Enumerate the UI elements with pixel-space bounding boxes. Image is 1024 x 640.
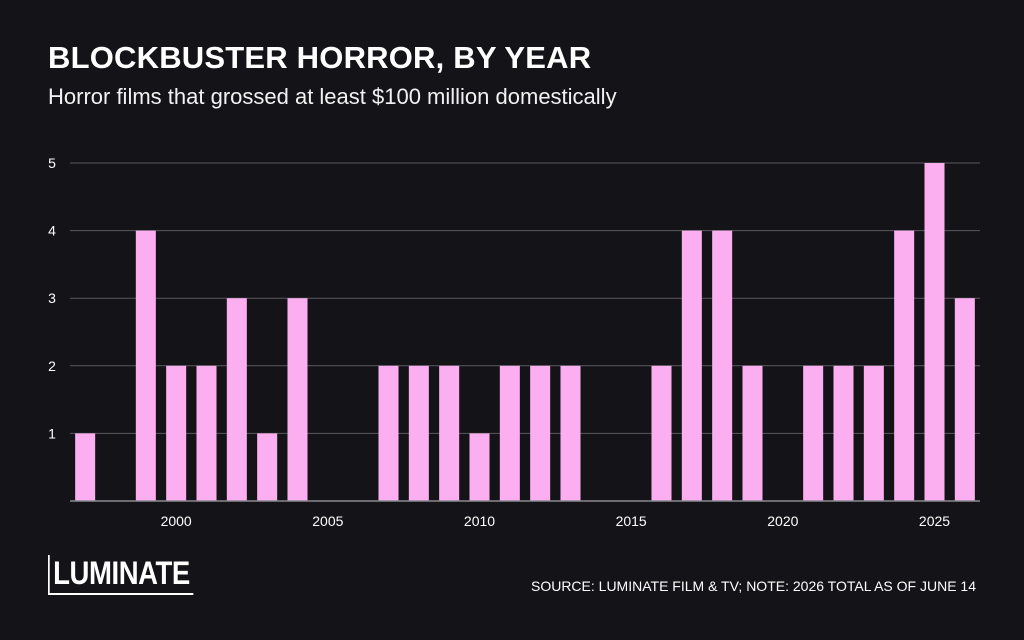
y-axis-ticks: 1 2 3 4 5 <box>48 155 56 441</box>
bar-2024 <box>894 230 915 501</box>
chart-subtitle: Horror films that grossed at least $100 … <box>48 84 617 109</box>
y-tick-label: 4 <box>48 223 56 239</box>
bar-2017 <box>681 230 702 501</box>
x-tick-label: 2015 <box>616 513 647 529</box>
bar-2001 <box>196 365 217 501</box>
bar-2023 <box>863 365 884 501</box>
bar-2007 <box>378 365 399 501</box>
y-tick-label: 5 <box>48 155 56 171</box>
y-tick-label: 1 <box>48 425 56 441</box>
x-tick-label: 2000 <box>161 513 192 529</box>
source-note: SOURCE: LUMINATE FILM & TV; NOTE: 2026 T… <box>530 578 976 594</box>
bar-2012 <box>530 365 551 501</box>
bar-2000 <box>166 365 187 501</box>
bar-2026 <box>954 298 975 501</box>
x-tick-label: 2005 <box>312 513 343 529</box>
bar-1997 <box>75 433 96 501</box>
chart-title: BLOCKBUSTER HORROR, BY YEAR <box>48 40 592 75</box>
x-tick-label: 2010 <box>464 513 495 529</box>
x-axis-ticks: 2000 2005 2010 2015 2020 2025 <box>161 513 951 529</box>
bar-2003 <box>257 433 278 501</box>
bar-2008 <box>408 365 429 501</box>
bar-2021 <box>803 365 824 501</box>
luminate-logo: LUMINATE <box>48 555 194 595</box>
gridlines <box>70 162 980 434</box>
y-tick-label: 3 <box>48 290 56 306</box>
y-tick-label: 2 <box>48 358 56 374</box>
bar-2019 <box>742 365 763 501</box>
bar-1999 <box>135 230 156 501</box>
x-tick-label: 2025 <box>919 513 950 529</box>
bar-2011 <box>499 365 520 501</box>
bar-2013 <box>560 365 581 501</box>
bar-2018 <box>712 230 733 501</box>
bar-2010 <box>469 433 490 501</box>
bar-2002 <box>226 298 247 501</box>
x-tick-label: 2020 <box>767 513 798 529</box>
bar-2016 <box>651 365 672 501</box>
bar-2009 <box>439 365 460 501</box>
bar-2025 <box>924 163 945 501</box>
bar-2022 <box>833 365 854 501</box>
bars <box>75 163 975 501</box>
bar-2004 <box>287 298 308 501</box>
